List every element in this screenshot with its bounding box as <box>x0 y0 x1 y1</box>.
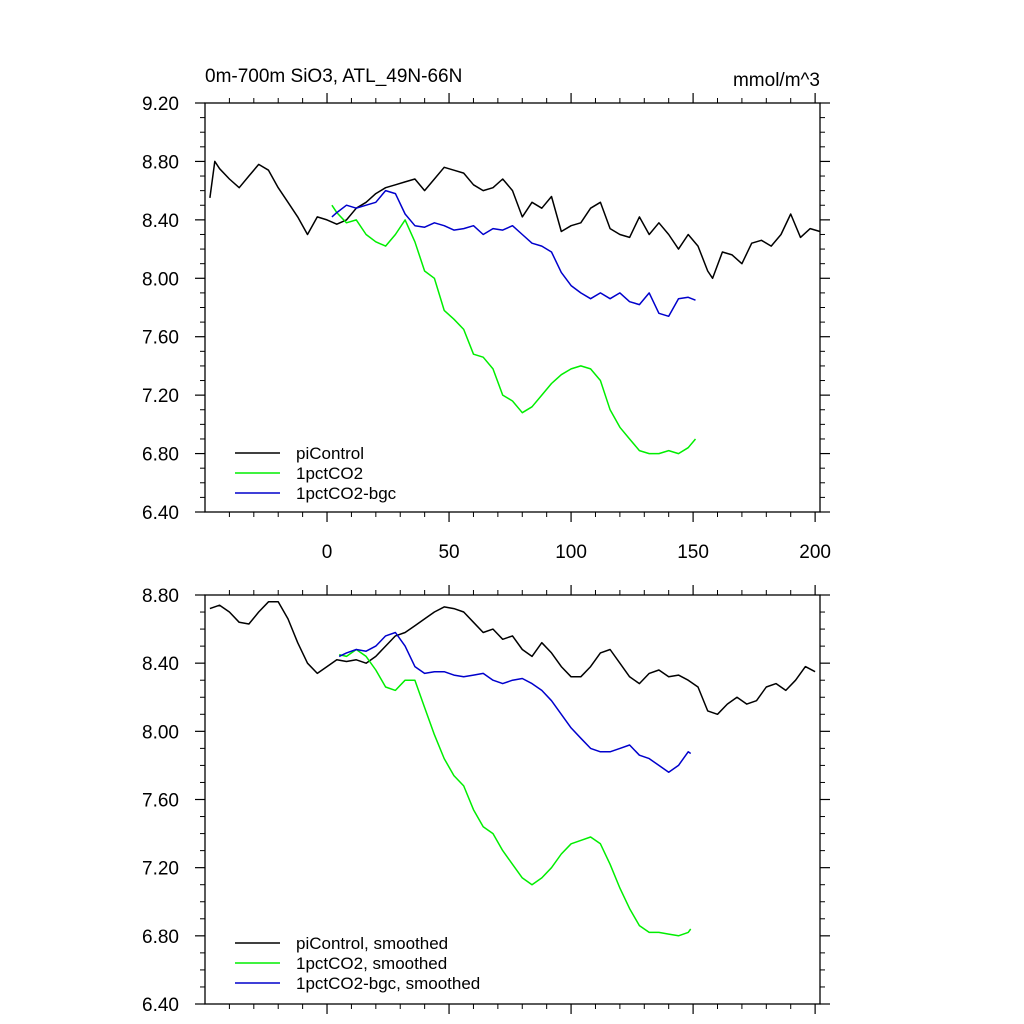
bottom-y-tick-label: 8.00 <box>142 722 179 743</box>
bottom-legend-label: 1pctCO2-bgc, smoothed <box>296 974 480 993</box>
top-y-tick-label: 7.20 <box>142 386 179 407</box>
units-label: mmol/m^3 <box>733 70 820 91</box>
top-legend-label: 1pctCO2 <box>296 464 363 483</box>
bottom-series <box>209 601 816 937</box>
bottom-panel: 6.40 6.80 7.20 7.60 8.00 8.40 8.80 piControl, … <box>142 585 830 1016</box>
top-panel: 0m-700m SiO3, ATL_49N-66N mmol/m^3 6.406… <box>142 66 831 563</box>
top-x-tick-label: 200 <box>799 542 831 563</box>
top-series-line-1 <box>209 160 821 280</box>
top-x-tick-label: 150 <box>677 542 709 563</box>
top-series-line-3 <box>331 189 696 318</box>
bottom-legend-label: piControl, smoothed <box>296 934 448 953</box>
top-y-tick-label: 8.80 <box>142 152 179 173</box>
top-legend-label: 1pctCO2-bgc <box>296 484 397 503</box>
top-x-tick-label: 0 <box>322 542 333 563</box>
top-x-tick-label: 100 <box>555 542 587 563</box>
bottom-plot-frame <box>204 594 821 1005</box>
top-x-tick-label: 50 <box>438 542 459 563</box>
top-series <box>209 160 821 455</box>
top-y-tick-label: 6.40 <box>142 503 179 524</box>
top-y-tick-label: 6.80 <box>142 445 179 466</box>
top-y-tick-label: 8.40 <box>142 211 179 232</box>
chart-title: 0m-700m SiO3, ATL_49N-66N <box>205 66 462 87</box>
top-axes: 6.40 6.80 7.20 7.60 8.00 8.40 8.80 9.20 0 50 100 15… <box>142 93 831 563</box>
bottom-y-tick-label: 6.80 <box>142 927 179 948</box>
top-y-tick-label: 9.20 <box>142 94 179 115</box>
bottom-y-tick-label: 8.80 <box>142 586 179 607</box>
bottom-axes: 6.40 6.80 7.20 7.60 8.00 8.40 8.80 <box>142 585 830 1016</box>
top-y-tick-label: 7.60 <box>142 328 179 349</box>
top-series-line-2 <box>331 204 697 455</box>
bottom-y-tick-label: 8.40 <box>142 654 179 675</box>
bottom-series-line-3 <box>338 631 692 773</box>
bottom-series-line-2 <box>339 648 692 937</box>
top-legend-label: piControl <box>296 444 364 463</box>
bottom-y-tick-label: 7.20 <box>142 859 179 880</box>
bottom-y-tick-label: 6.40 <box>142 995 179 1016</box>
bottom-y-tick-label: 7.60 <box>142 791 179 812</box>
top-y-tick-label: 8.00 <box>142 269 179 290</box>
bottom-series-line-1 <box>209 601 816 716</box>
top-plot-frame <box>204 102 821 513</box>
bottom-legend-label: 1pctCO2, smoothed <box>296 954 447 973</box>
